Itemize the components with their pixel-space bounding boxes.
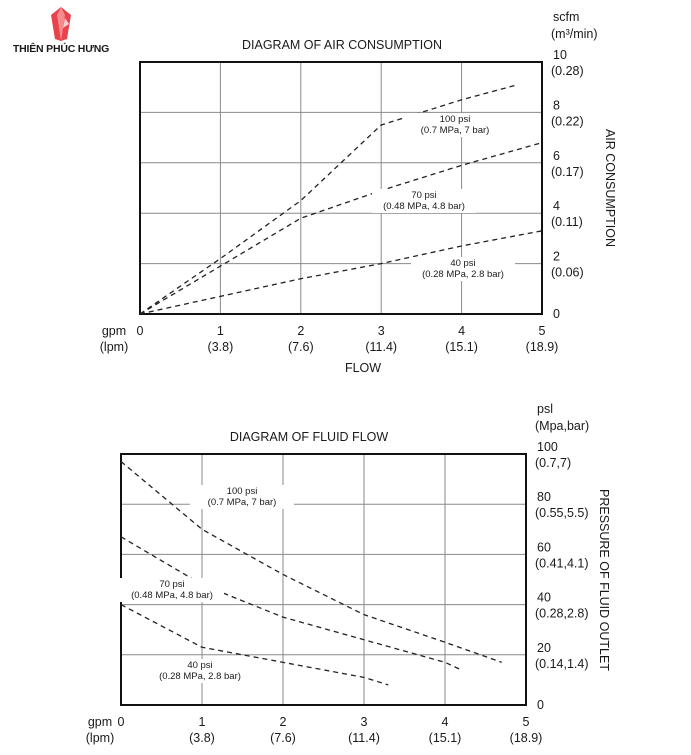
chart-1-y-axis-label: AIR CONSUMPTION	[603, 129, 617, 247]
chart-2-y-tick-alt-label: (0.7,7)	[535, 456, 571, 470]
chart-1-series-label-bg	[372, 189, 476, 213]
chart-2-x-tick-alt-label: (18.9)	[510, 731, 543, 745]
chart-1-series-line-3	[139, 230, 543, 315]
chart-1-title: DIAGRAM OF AIR CONSUMPTION	[242, 38, 442, 52]
chart-1-x-unit-label: gpm	[102, 324, 126, 338]
diamond-logo-icon	[51, 7, 71, 41]
chart-2-series-sublabel: (0.28 MPa, 2.8 bar)	[159, 671, 241, 682]
chart-1-y-unit-label: scfm	[553, 10, 579, 24]
chart-2-series-line-1	[120, 461, 502, 663]
chart-1-plot-frame	[139, 61, 543, 315]
chart-1-y-unit-alt-label: (m³/min)	[551, 27, 598, 41]
chart-2-x-tick-alt-label: (15.1)	[429, 731, 462, 745]
chart-1-x-tick-alt-label: (11.4)	[365, 340, 397, 354]
chart-1-series-sublabel: (0.7 MPa, 7 bar)	[421, 125, 490, 136]
chart-1-x-unit-alt-label: (lpm)	[100, 340, 128, 354]
chart-2-title: DIAGRAM OF FLUID FLOW	[230, 430, 389, 444]
chart-1-x-tick-alt-label: (7.6)	[288, 340, 314, 354]
chart-2-series-label-bg	[120, 578, 224, 602]
chart-2-series-label: 100 psi	[227, 486, 258, 497]
chart-1-x-tick-alt-label: (3.8)	[208, 340, 234, 354]
chart-1-x-tick-label: 2	[297, 324, 304, 338]
chart-1-x-tick-label: 0	[137, 324, 144, 338]
chart-2-x-tick-alt-label: (11.4)	[348, 731, 380, 745]
chart-1-y-tick-label: 4	[553, 199, 560, 213]
chart-2-series-label: 70 psi	[159, 579, 184, 590]
chart-1-y-tick-label: 2	[553, 250, 560, 264]
chart-2-y-tick-alt-label: (0.28,2.8)	[535, 607, 589, 621]
chart-1-y-tick-label: 10	[553, 48, 567, 62]
chart-2-y-tick-label: 40	[537, 591, 551, 605]
brand-logo[interactable]: THIÊN PHÚC HƯNG	[6, 6, 116, 62]
brand-name: THIÊN PHÚC HƯNG	[12, 43, 110, 55]
chart-1-x-tick-alt-label: (18.9)	[526, 340, 559, 354]
chart-2-y-axis-label: PRESSURE OF FLUID OUTLET	[597, 489, 611, 671]
chart-1-series-label: 70 psi	[411, 190, 436, 201]
chart-1-y-tick-alt-label: (0.28)	[551, 64, 584, 78]
chart-2-x-tick-alt-label: (3.8)	[189, 731, 215, 745]
chart-2-x-tick-label: 3	[361, 715, 368, 729]
chart-2-y-unit-label: psl	[537, 402, 553, 416]
chart-2-y-tick-label: 100	[537, 440, 558, 454]
chart-2-x-tick-label: 1	[199, 715, 206, 729]
chart-2-y-tick-alt-label: (0.41,4.1)	[535, 556, 589, 570]
chart-2-series-line-3	[120, 604, 389, 686]
chart-1-x-tick-label: 5	[539, 324, 546, 338]
chart-2-x-tick-label: 2	[280, 715, 287, 729]
chart-2-y-unit-alt-label: (Mpa,bar)	[535, 419, 589, 433]
chart-2-y-tick-label: 60	[537, 540, 551, 554]
chart-2-y-tick-label: 20	[537, 641, 551, 655]
chart-1-series-label: 100 psi	[440, 114, 471, 125]
chart-2-y-tick-label: 80	[537, 490, 551, 504]
chart-1-y-tick-label: 8	[553, 98, 560, 112]
chart-1-series-label-bg	[411, 257, 515, 281]
chart-1-series-label-bg	[403, 113, 507, 137]
chart-2-x-tick-label: 0	[118, 715, 125, 729]
chart-1-x-axis-label: FLOW	[345, 361, 381, 375]
chart-1-x-tick-alt-label: (15.1)	[445, 340, 478, 354]
chart-2-series-line-2	[120, 536, 462, 671]
chart-2-x-tick-alt-label: (7.6)	[270, 731, 296, 745]
chart-1-x-tick-label: 1	[217, 324, 224, 338]
chart-2-x-tick-label: 4	[442, 715, 449, 729]
chart-1-y-tick-alt-label: (0.11)	[551, 215, 583, 229]
chart-2-x-unit-label: gpm	[88, 715, 112, 729]
chart-1-series-sublabel: (0.48 MPa, 4.8 bar)	[383, 201, 465, 212]
chart-1-y-tick-label: 0	[553, 307, 560, 321]
chart-1-y-tick-alt-label: (0.22)	[551, 114, 584, 128]
chart-2-y-tick-label: 0	[537, 698, 544, 712]
chart-2-x-tick-label: 5	[523, 715, 530, 729]
chart-2-series-label: 40 psi	[187, 660, 212, 671]
chart-1-series-line-2	[139, 142, 543, 315]
chart-1-x-tick-label: 3	[378, 324, 385, 338]
chart-1-x-tick-label: 4	[458, 324, 465, 338]
chart-1-y-tick-label: 6	[553, 149, 560, 163]
chart-2-series-label-bg	[148, 659, 252, 683]
chart-1-series-label: 40 psi	[450, 258, 475, 269]
chart-1-series-sublabel: (0.28 MPa, 2.8 bar)	[422, 269, 504, 280]
chart-2-series-sublabel: (0.48 MPa, 4.8 bar)	[131, 590, 213, 601]
chart-1-y-tick-alt-label: (0.06)	[551, 266, 584, 280]
chart-1-y-tick-alt-label: (0.17)	[551, 165, 584, 179]
chart-2-y-tick-alt-label: (0.14,1.4)	[535, 657, 589, 671]
chart-2-x-unit-alt-label: (lpm)	[86, 731, 114, 745]
chart-2-series-label-bg	[190, 485, 294, 509]
chart-2-y-tick-alt-label: (0.55,5.5)	[535, 506, 589, 520]
chart-2-series-sublabel: (0.7 MPa, 7 bar)	[208, 497, 277, 508]
chart-1-series-line-1	[139, 84, 519, 315]
